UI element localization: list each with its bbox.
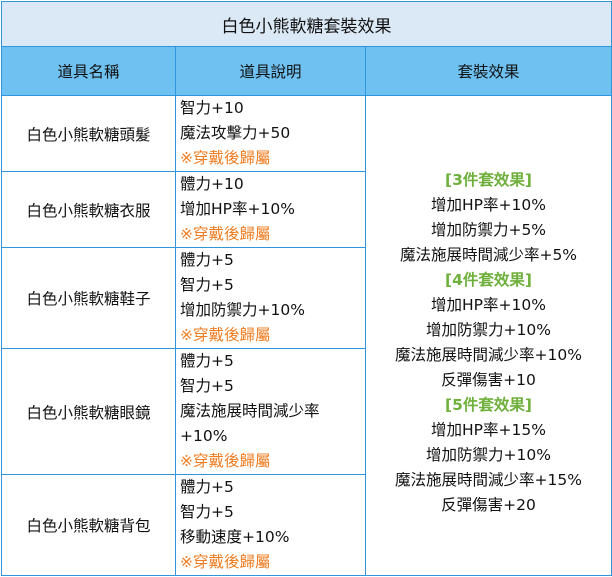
item-stat-line: 智力+5 (180, 276, 234, 294)
bind-on-equip-note: ※穿戴後歸屬 (180, 452, 271, 470)
item-name: 白色小熊軟糖眼鏡 (1, 348, 176, 475)
item-stat-line: +10% (180, 427, 228, 445)
bind-on-equip-note: ※穿戴後歸屬 (180, 553, 271, 571)
table-row: 白色小熊軟糖衣服 體力+10 增加HP率+10% ※穿戴後歸屬 (1, 171, 612, 248)
bind-on-equip-note: ※穿戴後歸屬 (180, 326, 271, 344)
header-item-desc: 道具說明 (175, 46, 366, 96)
set-effect-line: 反彈傷害+20 (441, 495, 536, 514)
table-row: 白色小熊軟糖頭髮 智力+10 魔法攻擊力+50 ※穿戴後歸屬 [3件套效果] 增加HP率+… (1, 95, 612, 576)
title-row: 白色小熊軟糖套裝效果 (1, 1, 612, 47)
item-stat-line: 體力+5 (180, 352, 234, 370)
item-stat-line: 體力+10 (180, 175, 244, 193)
item-stat-line: 魔法攻擊力+50 (180, 124, 291, 142)
item-stat-line: 體力+5 (180, 478, 234, 496)
set-effect-line: 增加HP率+10% (431, 195, 546, 214)
header-set-effect: 套裝效果 (365, 46, 612, 96)
set-tier-heading: [4件套效果] (445, 270, 532, 289)
table-row: 白色小熊軟糖背包 體力+5 智力+5 移動速度+10% ※穿戴後歸屬 (1, 474, 612, 576)
item-name: 白色小熊軟糖背包 (1, 474, 176, 576)
item-stat-line: 體力+5 (180, 251, 234, 269)
item-stat-line: 移動速度+10% (180, 528, 290, 546)
table-row: 白色小熊軟糖眼鏡 體力+5 智力+5 魔法施展時間減少率 +10% ※穿戴後歸屬 (1, 348, 612, 475)
set-effect-line: 增加防禦力+5% (430, 220, 547, 239)
header-item-name: 道具名稱 (1, 46, 176, 96)
set-effect-line: 魔法施展時間減少率+15% (395, 470, 582, 489)
set-effect-line: 增加防禦力+10% (426, 320, 551, 339)
table-title: 白色小熊軟糖套裝效果 (1, 1, 612, 47)
item-description: 體力+5 智力+5 魔法施展時間減少率 +10% ※穿戴後歸屬 (175, 348, 366, 475)
set-effect-line: 增加HP率+10% (431, 295, 546, 314)
set-effect-line: 魔法施展時間減少率+10% (395, 345, 582, 364)
item-stat-line: 魔法施展時間減少率 (180, 402, 320, 420)
set-effect-line: 反彈傷害+10 (441, 370, 536, 389)
set-tier-heading: [3件套效果] (445, 170, 532, 189)
bind-on-equip-note: ※穿戴後歸屬 (180, 225, 271, 243)
bind-on-equip-note: ※穿戴後歸屬 (180, 149, 271, 167)
item-stat-line: 智力+5 (180, 377, 234, 395)
item-description: 體力+10 增加HP率+10% ※穿戴後歸屬 (175, 171, 366, 248)
set-effect-line: 增加HP率+15% (431, 420, 546, 439)
item-description: 體力+5 智力+5 移動速度+10% ※穿戴後歸屬 (175, 474, 366, 576)
set-effect-line: 魔法施展時間減少率+5% (399, 245, 578, 264)
item-description: 體力+5 智力+5 增加防禦力+10% ※穿戴後歸屬 (175, 247, 366, 349)
item-stat-line: 增加防禦力+10% (180, 301, 305, 319)
item-name: 白色小熊軟糖衣服 (1, 171, 176, 248)
set-effect-cell: [3件套效果] 增加HP率+10% 增加防禦力+5% 魔法施展時間減少率+5% [4件套… (365, 95, 612, 576)
set-tier-heading: [5件套效果] (445, 395, 532, 414)
item-stat-line: 智力+10 (180, 99, 244, 117)
table-row: 白色小熊軟糖鞋子 體力+5 智力+5 增加防禦力+10% ※穿戴後歸屬 (1, 247, 612, 349)
item-name: 白色小熊軟糖鞋子 (1, 247, 176, 349)
item-stat-line: 智力+5 (180, 503, 234, 521)
item-description: 智力+10 魔法攻擊力+50 ※穿戴後歸屬 (175, 95, 366, 172)
set-effect-line: 增加防禦力+10% (426, 445, 551, 464)
item-stat-line: 增加HP率+10% (180, 200, 295, 218)
item-name: 白色小熊軟糖頭髮 (1, 95, 176, 172)
header-row: 道具名稱 道具說明 套裝效果 (1, 46, 612, 96)
